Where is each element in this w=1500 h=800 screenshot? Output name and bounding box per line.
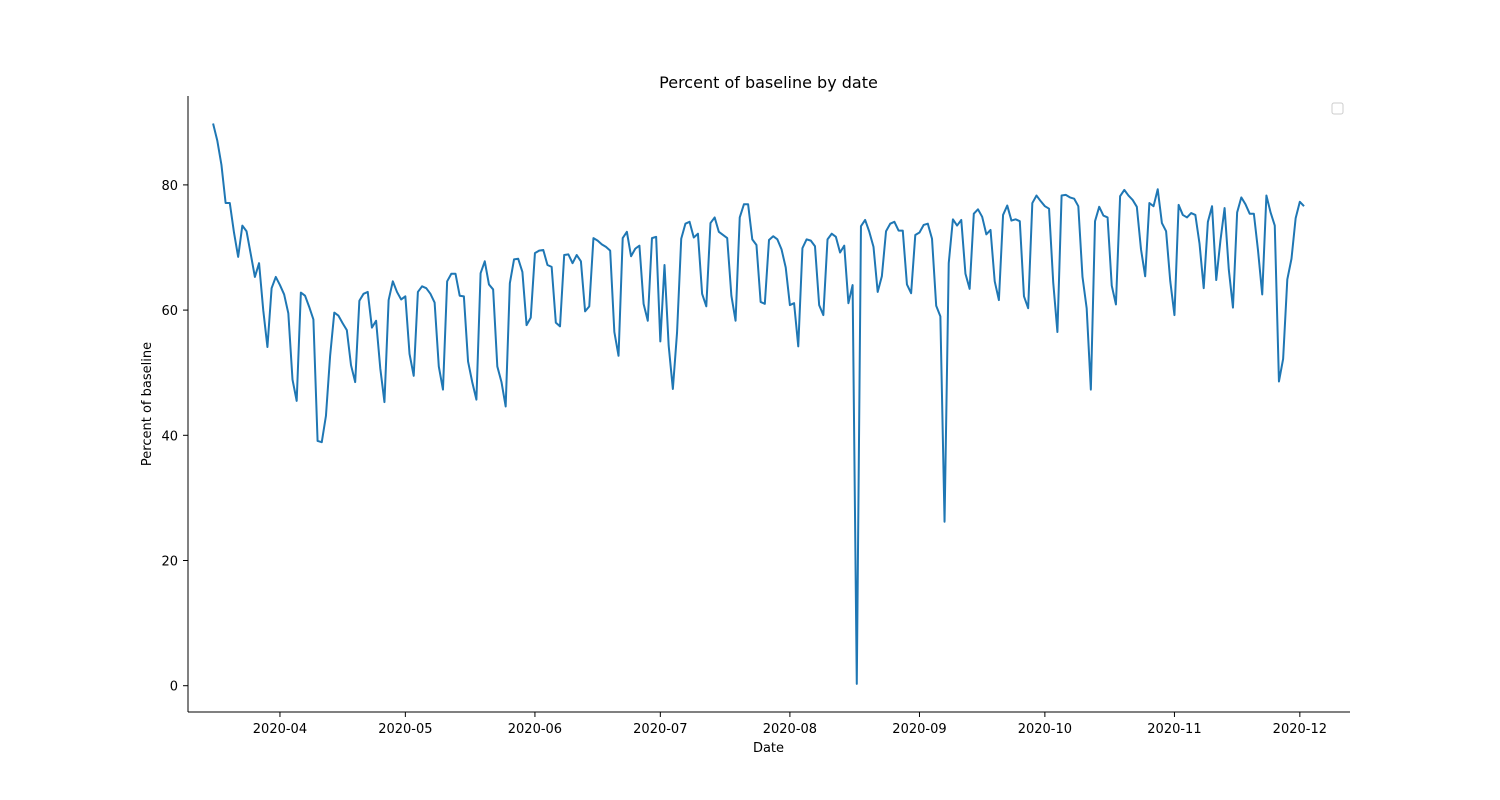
x-tick-label: 2020-10 — [1018, 722, 1072, 737]
series-line — [212, 123, 1305, 685]
x-axis-label: Date — [753, 741, 784, 756]
legend-box — [1331, 102, 1344, 115]
x-tick-label: 2020-11 — [1147, 722, 1201, 737]
y-axis-ticks: 0 20 40 60 80 — [161, 179, 188, 695]
y-tick-label: 40 — [161, 429, 178, 444]
y-tick-label: 0 — [170, 680, 178, 695]
chart-title: Percent of baseline by date — [659, 73, 878, 92]
y-tick-label: 60 — [161, 304, 178, 319]
y-tick-label: 20 — [161, 555, 178, 570]
x-tick-label: 2020-12 — [1273, 722, 1327, 737]
x-tick-label: 2020-05 — [378, 722, 432, 737]
y-axis-label: Percent of baseline — [140, 342, 155, 466]
x-tick-label: 2020-04 — [253, 722, 307, 737]
x-tick-label: 2020-07 — [633, 722, 687, 737]
x-tick-label: 2020-09 — [892, 722, 946, 737]
x-tick-label: 2020-06 — [508, 722, 562, 737]
y-tick-label: 80 — [161, 179, 178, 194]
x-axis-ticks: 2020-04 2020-05 2020-06 2020-07 2020-08 2020-… — [253, 712, 1327, 737]
x-tick-label: 2020-08 — [763, 722, 817, 737]
